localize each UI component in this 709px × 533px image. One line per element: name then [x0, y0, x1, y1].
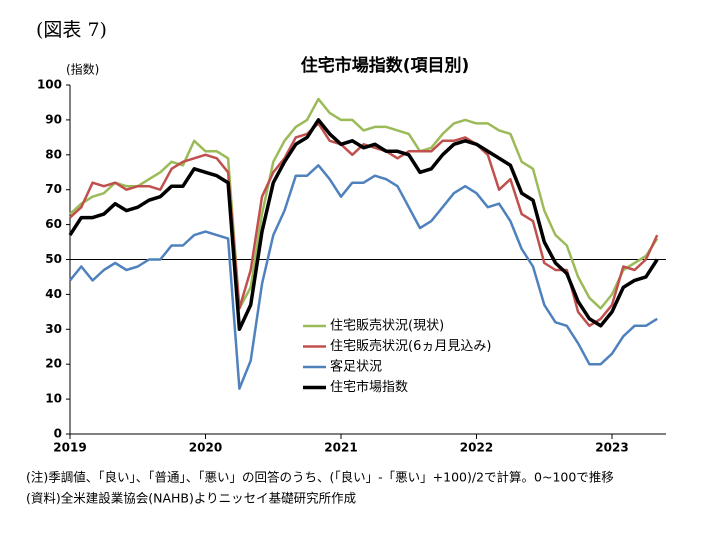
y-tick-label: 50: [45, 252, 62, 266]
x-tick-label: 2020: [189, 441, 222, 455]
y-tick-label: 60: [45, 217, 62, 231]
series-line: [69, 122, 659, 328]
series-line: [68, 118, 659, 332]
legend-label: 住宅販売状況(6ヵ月見込み): [330, 338, 491, 354]
note: (資料)全米建設業協会(NAHB)よりニッセイ基礎研究所作成: [26, 491, 356, 506]
y-tick-label: 0: [54, 427, 62, 441]
x-tick-label: 2021: [324, 441, 357, 455]
x-tick-label: 2022: [460, 441, 493, 455]
y-axis-label: (指数): [66, 62, 99, 77]
y-tick-label: 20: [45, 357, 62, 371]
x-tick-label: 2023: [595, 441, 628, 455]
y-tick-label: 40: [45, 287, 62, 301]
y-tick-label: 100: [37, 78, 62, 92]
y-tick-label: 70: [45, 182, 62, 196]
note: (注)季調値、「良い」、「普通」、「悪い」の回答のうち、(「良い」-「悪い」+1…: [26, 470, 614, 485]
series-line: [69, 97, 659, 310]
figure-label: (図表 7): [36, 19, 107, 41]
legend-label: 客足状況: [330, 359, 382, 375]
y-tick-label: 90: [45, 112, 62, 126]
x-tick-label: 2019: [53, 441, 86, 455]
y-tick-label: 30: [45, 322, 62, 336]
legend-label: 住宅市場指数: [330, 379, 408, 395]
series-line: [69, 164, 658, 390]
y-tick-label: 10: [45, 392, 62, 406]
legend-label: 住宅販売状況(現状): [330, 318, 444, 334]
y-tick-label: 80: [45, 147, 62, 161]
chart-title: 住宅市場指数(項目別): [301, 55, 470, 76]
